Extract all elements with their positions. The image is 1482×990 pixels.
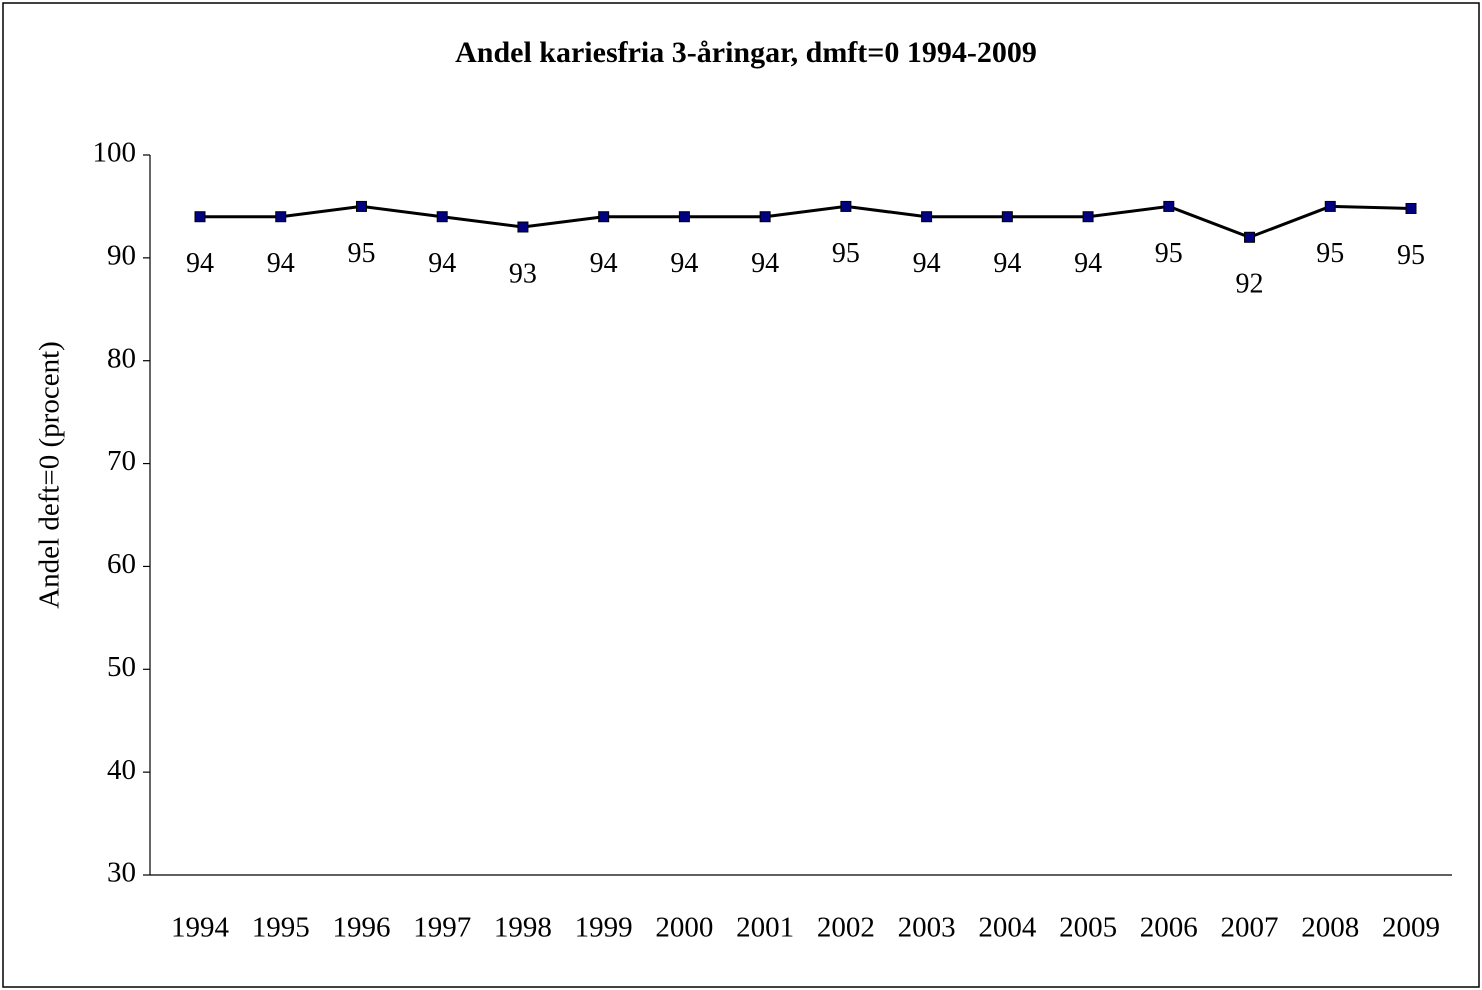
data-label: 94: [1074, 248, 1102, 279]
data-point: [1244, 231, 1256, 243]
data-point: [1163, 200, 1175, 212]
data-label: 94: [590, 248, 618, 279]
x-tick-label: 1995: [252, 912, 310, 944]
data-label: 95: [832, 238, 860, 269]
series-line: [200, 204, 1412, 239]
x-tick-label: 2003: [898, 912, 956, 944]
data-point: [517, 221, 529, 233]
data-point: [275, 211, 287, 223]
data-point: [355, 200, 367, 212]
data-point: [840, 200, 852, 212]
data-label: 94: [751, 248, 779, 279]
x-tick-label: 1998: [494, 912, 552, 944]
data-point: [1001, 211, 1013, 223]
data-point: [436, 211, 448, 223]
data-label: 95: [347, 238, 375, 269]
data-label: 94: [993, 248, 1021, 279]
x-tick-label: 2004: [978, 912, 1037, 944]
data-point: [759, 211, 771, 223]
y-tick-label: 70: [107, 445, 136, 477]
x-tick-label: 2006: [1140, 912, 1198, 944]
data-label: 93: [509, 258, 537, 289]
data-label: 94: [913, 248, 941, 279]
x-tick-label: 1994: [171, 912, 230, 944]
y-tick-label: 40: [107, 754, 136, 786]
x-tick-label: 1997: [413, 912, 471, 944]
data-point: [921, 211, 933, 223]
y-tick-label: 100: [93, 137, 137, 169]
data-point: [194, 211, 206, 223]
chart-title: Andel kariesfria 3-åringar, dmft=0 1994-…: [455, 36, 1037, 69]
x-tick-label: 1996: [332, 912, 390, 944]
y-tick-label: 60: [107, 548, 136, 580]
data-label: 94: [670, 248, 698, 279]
data-point: [1324, 200, 1336, 212]
data-label: 92: [1236, 269, 1264, 300]
x-tick-label: 1999: [575, 912, 633, 944]
y-tick-label: 90: [107, 240, 136, 272]
data-label: 94: [267, 248, 295, 279]
data-point: [1082, 211, 1094, 223]
data-point: [678, 211, 690, 223]
data-label: 94: [186, 248, 214, 279]
x-tick-label: 2008: [1301, 912, 1359, 944]
data-label: 94: [428, 248, 456, 279]
x-tick-label: 2001: [736, 912, 794, 944]
x-tick-label: 2007: [1221, 912, 1279, 944]
x-tick-label: 2009: [1382, 912, 1440, 944]
x-tick-label: 2005: [1059, 912, 1117, 944]
y-tick-label: 80: [107, 342, 136, 374]
data-label: 95: [1155, 238, 1183, 269]
data-point: [598, 211, 610, 223]
data-point: [1405, 202, 1417, 214]
x-tick-label: 2002: [817, 912, 875, 944]
y-axis-label: Andel deft=0 (procent): [34, 341, 66, 609]
data-label: 95: [1316, 238, 1344, 269]
x-tick-label: 2000: [655, 912, 713, 944]
data-label: 95: [1397, 240, 1425, 271]
y-tick-label: 50: [107, 651, 136, 683]
y-tick-label: 30: [107, 857, 136, 889]
